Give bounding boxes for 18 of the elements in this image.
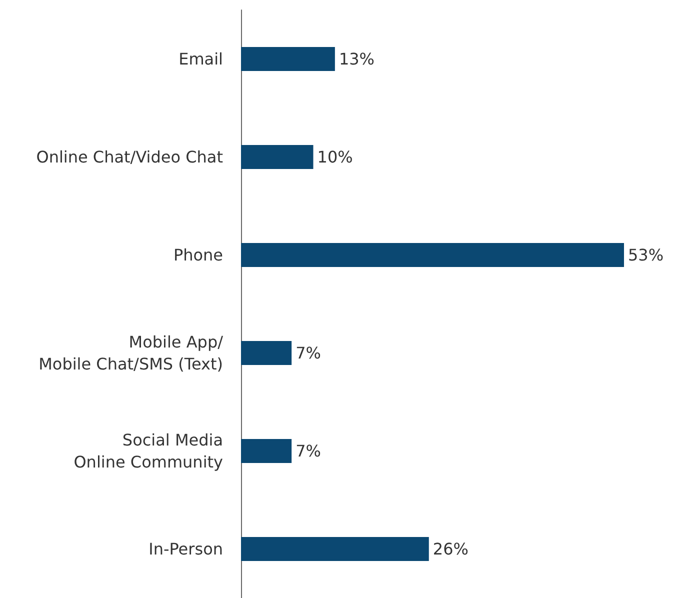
bar: [241, 341, 292, 365]
bar: [241, 439, 292, 463]
y-tick-label: Social Media Online Community: [74, 430, 223, 472]
data-label: 13%: [338, 50, 375, 68]
y-tick-label: Online Chat/Video Chat: [36, 148, 223, 166]
y-tick-label: In-Person: [148, 540, 223, 558]
bar: [241, 145, 314, 169]
y-tick-label: Mobile App/ Mobile Chat/SMS (Text): [38, 332, 224, 374]
data-label: 10%: [317, 148, 353, 166]
bar: [241, 537, 429, 561]
y-tick-label: Email: [178, 50, 223, 68]
bar: [241, 243, 624, 267]
data-label: 7%: [296, 442, 321, 460]
data-label: 53%: [628, 246, 664, 264]
bar: [241, 47, 335, 71]
y-tick-label: Phone: [173, 246, 223, 264]
data-label: 26%: [432, 540, 468, 558]
data-label: 7%: [296, 344, 321, 362]
